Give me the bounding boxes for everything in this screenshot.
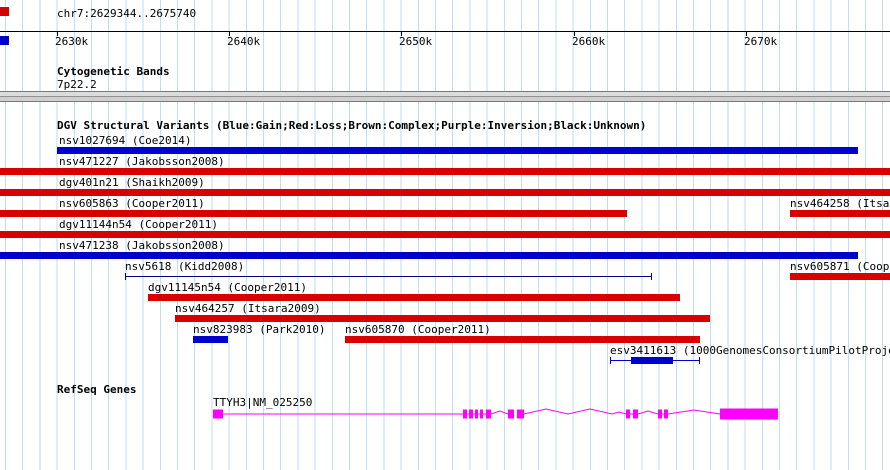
- variant-bar[interactable]: [0, 231, 890, 238]
- variant-label[interactable]: esv3411613 (1000GenomesConsortiumPilotPr…: [610, 344, 890, 357]
- cytoband-bar[interactable]: [0, 91, 890, 102]
- gene-exon[interactable]: [626, 409, 630, 419]
- ruler-line: [0, 31, 890, 32]
- region-title: chr7:2629344..2675740: [57, 7, 197, 20]
- variant-bar[interactable]: [0, 189, 890, 196]
- variant-bar[interactable]: [790, 210, 890, 217]
- gene-exon[interactable]: [720, 408, 778, 420]
- cytoband-name: 7p22.2: [57, 78, 97, 91]
- gene-exon[interactable]: [517, 409, 524, 419]
- ruler-tick-label: 2630k: [55, 35, 89, 48]
- variant-label[interactable]: nsv605871 (Coope: [790, 260, 890, 273]
- variant-bar[interactable]: [0, 252, 858, 259]
- variant-label[interactable]: dgv11144n54 (Cooper2011): [59, 218, 218, 231]
- ruler-tick-label: 2650k: [399, 35, 433, 48]
- ruler-tick: [229, 31, 230, 36]
- cytobands-section-title: Cytogenetic Bands: [57, 65, 170, 78]
- gene-exon[interactable]: [475, 409, 478, 419]
- ruler-tick-label: 2660k: [572, 35, 606, 48]
- top-left-red-marker: [0, 7, 9, 16]
- bracket-line: [126, 276, 651, 277]
- variant-bracket[interactable]: [125, 273, 652, 280]
- refseq-section-title: RefSeq Genes: [57, 383, 137, 396]
- variant-label[interactable]: dgv401n21 (Shaikh2009): [59, 176, 205, 189]
- variant-label[interactable]: nsv605870 (Cooper2011): [345, 323, 491, 336]
- variant-bar[interactable]: [345, 336, 700, 343]
- variant-bar[interactable]: [57, 147, 858, 154]
- variant-box[interactable]: [631, 357, 673, 364]
- gene-exon[interactable]: [469, 409, 473, 419]
- variant-label[interactable]: nsv5618 (Kidd2008): [125, 260, 245, 273]
- variant-label[interactable]: nsv464258 (Itsara: [790, 197, 890, 210]
- ruler-tick: [574, 31, 575, 36]
- gene-exon[interactable]: [213, 409, 223, 419]
- variant-label[interactable]: dgv11145n54 (Cooper2011): [148, 281, 307, 294]
- variant-bar[interactable]: [193, 336, 228, 343]
- variant-label[interactable]: nsv605863 (Cooper2011): [59, 197, 205, 210]
- variant-bar[interactable]: [148, 294, 680, 301]
- gene-intron-line: [523, 408, 627, 415]
- gene-exon[interactable]: [508, 409, 514, 419]
- gene-intron-line: [490, 410, 509, 415]
- ruler-left-blue-marker: [0, 36, 9, 45]
- ruler-tick: [401, 31, 402, 36]
- gene-exon[interactable]: [463, 409, 467, 419]
- variant-bracket[interactable]: [610, 357, 700, 364]
- variant-label[interactable]: nsv471238 (Jakobsson2008): [59, 239, 225, 252]
- variant-bar[interactable]: [0, 210, 627, 217]
- variant-bar[interactable]: [0, 168, 890, 175]
- ruler-tick-label: 2640k: [227, 35, 261, 48]
- gene-exon[interactable]: [658, 409, 662, 419]
- gene-intron-line: [637, 410, 659, 415]
- gene-exon[interactable]: [633, 409, 638, 419]
- gene-label[interactable]: TTYH3|NM_025250: [213, 396, 313, 409]
- gene-structure[interactable]: [0, 404, 890, 428]
- gene-exon[interactable]: [480, 409, 483, 419]
- variant-label[interactable]: nsv471227 (Jakobsson2008): [59, 155, 225, 168]
- gene-exon[interactable]: [664, 409, 668, 419]
- variant-bar[interactable]: [790, 273, 890, 280]
- variant-bar[interactable]: [175, 315, 710, 322]
- gene-intron-line: [667, 409, 721, 415]
- ruler-tick: [57, 31, 58, 36]
- dgv-section-title: DGV Structural Variants (Blue:Gain;Red:L…: [57, 119, 647, 132]
- gene-exon[interactable]: [486, 409, 491, 419]
- variant-label[interactable]: nsv1027694 (Coe2014): [59, 134, 192, 147]
- variant-label[interactable]: nsv823983 (Park2010): [193, 323, 326, 336]
- variant-label[interactable]: nsv464257 (Itsara2009): [175, 302, 321, 315]
- ruler-tick-label: 2670k: [744, 35, 778, 48]
- ruler-tick: [746, 31, 747, 36]
